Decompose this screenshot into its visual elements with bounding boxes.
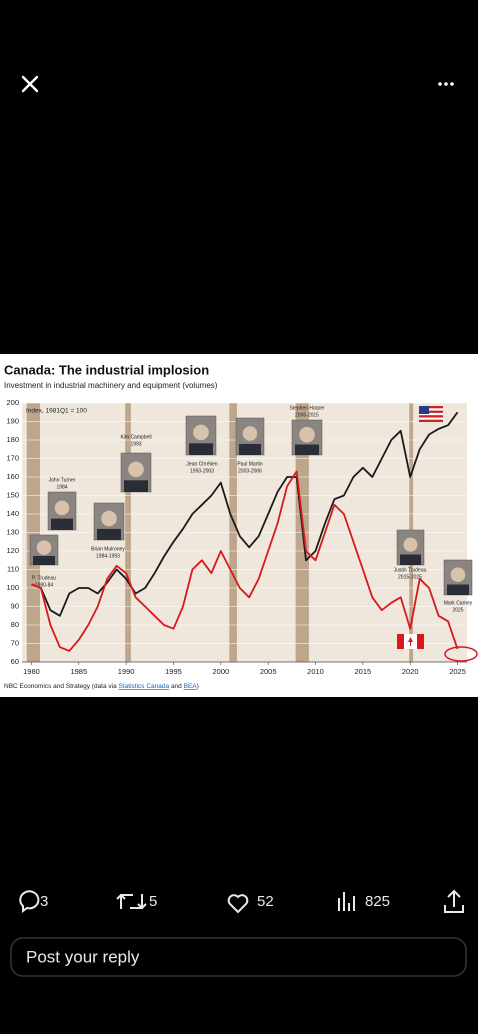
- view-count: 825: [365, 893, 390, 910]
- x-tick-label: 2000: [212, 667, 229, 676]
- y-tick-label: 190: [6, 416, 19, 425]
- portrait-suit: [400, 554, 421, 565]
- annotation-name: Stephen Harper: [289, 405, 325, 411]
- annotation-term: 2025: [452, 607, 463, 613]
- annotation-term: 2006-2015: [295, 412, 319, 418]
- portrait-face: [36, 540, 52, 555]
- y-tick-label: 160: [6, 472, 19, 481]
- portrait-face: [54, 500, 70, 516]
- like-count: 52: [257, 893, 274, 910]
- portrait-suit: [51, 518, 73, 530]
- y-tick-label: 110: [7, 564, 19, 573]
- y-tick-label: 60: [11, 657, 19, 666]
- x-tick-label: 2010: [307, 667, 324, 676]
- annotation-term: 1984-1993: [96, 553, 120, 559]
- more-button[interactable]: [438, 82, 454, 86]
- x-tick-label: 2005: [260, 667, 277, 676]
- portrait-face: [101, 510, 117, 527]
- series-line: [31, 411, 459, 617]
- annotation-name: Brian Mulroney: [91, 546, 125, 552]
- annotation-name: Justin Trudeau: [394, 567, 427, 573]
- canada-flag: [397, 634, 424, 649]
- close-button[interactable]: [21, 75, 39, 93]
- y-tick-label: 180: [6, 435, 19, 444]
- y-tick-label: 120: [6, 546, 19, 555]
- y-tick-label: 80: [11, 620, 19, 629]
- views-button[interactable]: 825: [338, 892, 390, 911]
- portrait-suit: [447, 584, 469, 595]
- index-note: Index, 1981Q1 = 100: [26, 408, 87, 415]
- source-joiner: and: [171, 683, 182, 690]
- annotation-name: Paul Martin: [237, 461, 263, 467]
- repost-button[interactable]: 5: [116, 893, 157, 910]
- y-tick-label: 140: [6, 509, 19, 518]
- chart-subtitle: Investment in industrial machinery and e…: [4, 381, 218, 390]
- x-tick-label: 1980: [23, 667, 40, 676]
- annotation-name: Jean Chrétien: [186, 461, 217, 467]
- y-tick-label: 150: [6, 490, 19, 499]
- repost-count: 5: [149, 893, 157, 910]
- portrait-suit: [295, 444, 319, 455]
- portrait-suit: [124, 480, 148, 492]
- source-note: NBC Economics and Strategy (data via Sta…: [4, 683, 199, 690]
- portrait-face: [450, 567, 466, 582]
- share-button[interactable]: [444, 889, 464, 913]
- source-prefix: NBC Economics and Strategy (data via: [4, 683, 117, 690]
- series-line: [31, 470, 459, 652]
- x-tick-label: 2025: [449, 667, 466, 676]
- portrait-suit: [33, 556, 55, 565]
- annotation-term: 1984: [56, 484, 67, 490]
- like-button[interactable]: 52: [227, 893, 274, 914]
- reply-placeholder: Post your reply: [26, 947, 140, 966]
- annotation-name: P. Trudeau: [32, 575, 56, 581]
- source-suffix: ): [197, 683, 199, 690]
- x-tick-label: 1990: [118, 667, 135, 676]
- portrait-suit: [239, 443, 261, 455]
- y-tick-label: 100: [6, 583, 19, 592]
- portrait-face: [403, 537, 418, 552]
- annotation-term: 1993-2003: [190, 468, 214, 474]
- x-tick-label: 1985: [70, 667, 87, 676]
- annotation-name: Mark Carney: [444, 600, 473, 606]
- x-tick-label: 1995: [165, 667, 182, 676]
- annotation-term: 2015-2025: [398, 574, 422, 580]
- portrait-face: [193, 424, 209, 441]
- annotation-term: 2003-2006: [238, 468, 262, 474]
- portrait-suit: [189, 443, 213, 455]
- annotation-term: 1980-84: [35, 582, 54, 588]
- annotation-term: 1993: [130, 441, 141, 447]
- us-flag: [419, 406, 443, 422]
- x-tick-label: 2015: [355, 667, 372, 676]
- source-link[interactable]: BEA: [184, 683, 198, 690]
- highlight-circle: [444, 646, 478, 662]
- source-link[interactable]: Statistics Canada: [119, 683, 170, 690]
- y-tick-label: 90: [11, 601, 19, 610]
- reply-button[interactable]: 3: [19, 890, 48, 913]
- y-tick-label: 70: [11, 638, 19, 647]
- reply-box[interactable]: Post your reply: [10, 937, 467, 977]
- portrait-suit: [97, 528, 121, 540]
- reply-count: 3: [40, 893, 48, 910]
- chart-title: Canada: The industrial implosion: [4, 362, 209, 377]
- portrait-face: [299, 426, 315, 443]
- y-tick-label: 130: [6, 527, 19, 536]
- y-tick-label: 170: [6, 453, 19, 462]
- portrait-face: [128, 461, 144, 478]
- x-tick-label: 2020: [402, 667, 419, 676]
- annotation-name: Kim Campbell: [120, 434, 151, 440]
- annotation-name: John Turner: [49, 477, 76, 483]
- portrait-face: [242, 426, 258, 441]
- y-tick-label: 200: [6, 398, 19, 407]
